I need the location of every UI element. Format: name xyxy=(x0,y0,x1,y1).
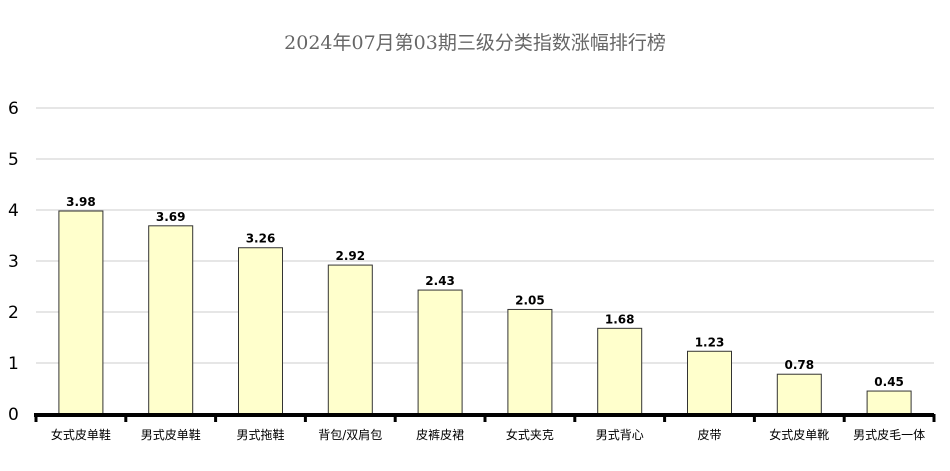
bar xyxy=(597,327,643,415)
y-tick-label: 3 xyxy=(8,252,19,272)
bar xyxy=(417,289,463,415)
x-tick-label: 男式背心 xyxy=(596,428,644,442)
data-labels: 3.98 3.69 3.26 2.92 2.43 2.05 1.68 1.23 0.78 0.45 xyxy=(66,195,904,389)
x-axis xyxy=(34,413,936,422)
data-label: 1.23 xyxy=(695,335,725,349)
x-tick-label: 男式拖鞋 xyxy=(236,427,284,442)
x-tick-label: 背包/双肩包 xyxy=(318,427,382,442)
y-tick-label: 5 xyxy=(8,150,19,170)
bars xyxy=(58,210,912,415)
bar xyxy=(58,210,104,415)
data-label: 2.43 xyxy=(425,274,455,288)
y-tick-label: 0 xyxy=(8,405,19,425)
bar xyxy=(238,247,283,415)
x-tick-label: 女式皮单靴 xyxy=(769,427,829,442)
bar xyxy=(776,373,822,415)
bar xyxy=(327,264,373,415)
bar xyxy=(507,308,553,415)
x-tick-label: 女式皮单鞋 xyxy=(51,427,111,442)
y-tick-label: 4 xyxy=(8,201,19,221)
data-label: 3.69 xyxy=(156,210,186,224)
bar xyxy=(866,390,912,415)
data-label: 3.98 xyxy=(66,195,96,209)
bar xyxy=(148,225,194,415)
x-tick-label: 男式皮单鞋 xyxy=(141,427,201,442)
data-label: 2.92 xyxy=(335,249,365,263)
x-axis-categories: 女式皮单鞋 男式皮单鞋 男式拖鞋 背包/双肩包 皮裤皮裙 女式夹克 男式背心 皮带 女式皮单靴 男… xyxy=(51,427,925,442)
y-tick-label: 2 xyxy=(8,303,19,323)
bar xyxy=(687,350,732,415)
y-axis-ticks: 0 1 2 3 4 5 6 xyxy=(8,99,19,425)
data-label: 2.05 xyxy=(515,293,545,307)
x-tick-label: 男式皮毛一体 xyxy=(853,428,925,442)
data-label: 3.26 xyxy=(246,232,276,246)
gridlines xyxy=(36,107,934,364)
x-tick-label: 女式夹克 xyxy=(506,427,554,442)
y-tick-label: 6 xyxy=(8,99,19,119)
x-tick-label: 皮裤皮裙 xyxy=(416,428,464,442)
x-tick-label: 皮带 xyxy=(697,428,721,442)
data-label: 0.78 xyxy=(784,358,814,372)
y-tick-label: 1 xyxy=(8,354,19,374)
data-label: 1.68 xyxy=(605,312,635,326)
chart-title: 2024年07月第03期三级分类指数涨幅排行榜 xyxy=(284,32,666,54)
data-label: 0.45 xyxy=(874,375,904,389)
